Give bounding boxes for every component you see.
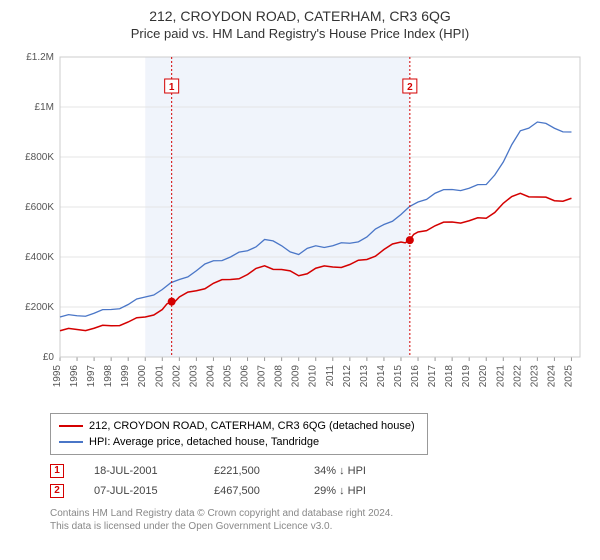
marker-price: £467,500 <box>214 481 284 501</box>
marker-price: £221,500 <box>214 461 284 481</box>
x-tick-label: 2003 <box>188 365 199 388</box>
marker-date: 07-JUL-2015 <box>94 481 184 501</box>
chart-title: 212, CROYDON ROAD, CATERHAM, CR3 6QG <box>12 8 588 24</box>
y-tick-label: £800K <box>25 152 54 163</box>
x-tick-label: 2012 <box>342 365 353 388</box>
marker-dot-2 <box>406 236 414 244</box>
marker-dot-1 <box>168 298 176 306</box>
marker-date: 18-JUL-2001 <box>94 461 184 481</box>
x-tick-label: 2021 <box>495 365 506 388</box>
line-chart-svg: £0 £200K £400K £600K £800K £1M £1.2M 1995 1996 19… <box>12 47 588 407</box>
x-tick-label: 2018 <box>444 365 455 388</box>
x-tick-label: 2002 <box>171 365 182 388</box>
chart-subtitle: Price paid vs. HM Land Registry's House … <box>12 26 588 41</box>
x-tick-label: 1999 <box>120 365 131 388</box>
legend-row: HPI: Average price, detached house, Tand… <box>59 434 419 450</box>
x-tick-label: 2014 <box>376 365 387 388</box>
y-tick-label: £200K <box>25 302 54 313</box>
footer-line-2: This data is licensed under the Open Gov… <box>50 520 588 533</box>
x-tick-label: 2013 <box>359 365 370 388</box>
legend-label: HPI: Average price, detached house, Tand… <box>89 434 319 450</box>
marker-label-1: 1 <box>169 82 175 93</box>
x-tick-label: 1995 <box>52 365 63 388</box>
legend: 212, CROYDON ROAD, CATERHAM, CR3 6QG (de… <box>50 413 428 455</box>
x-tick-label: 2015 <box>393 365 404 388</box>
footer-line-1: Contains HM Land Registry data © Crown c… <box>50 507 588 520</box>
x-tick-label: 2022 <box>512 365 523 388</box>
chart-container: 212, CROYDON ROAD, CATERHAM, CR3 6QG Pri… <box>0 0 600 560</box>
legend-swatch <box>59 425 83 427</box>
y-tick-label: £400K <box>25 252 54 263</box>
legend-swatch <box>59 441 83 443</box>
x-tick-label: 2010 <box>308 365 319 388</box>
x-tick-label: 2011 <box>325 365 336 387</box>
marker-table-num: 1 <box>50 464 64 478</box>
marker-table: 1 18-JUL-2001 £221,500 34% ↓ HPI 2 07-JUL-201… <box>50 461 588 501</box>
x-tick-label: 2009 <box>291 365 302 388</box>
marker-label-2: 2 <box>407 82 413 93</box>
x-tick-label: 2016 <box>410 365 421 388</box>
x-tick-label: 2008 <box>274 365 285 388</box>
footer-note: Contains HM Land Registry data © Crown c… <box>50 507 588 533</box>
x-tick-label: 2005 <box>222 365 233 388</box>
x-tick-label: 2006 <box>240 365 251 388</box>
marker-table-row: 1 18-JUL-2001 £221,500 34% ↓ HPI <box>50 461 588 481</box>
y-tick-label: £0 <box>43 352 55 363</box>
x-tick-label: 1997 <box>86 365 97 388</box>
x-tick-label: 2020 <box>478 365 489 388</box>
x-tick-label: 2007 <box>257 365 268 388</box>
x-tick-label: 2004 <box>205 365 216 388</box>
marker-table-num: 2 <box>50 484 64 498</box>
legend-row: 212, CROYDON ROAD, CATERHAM, CR3 6QG (de… <box>59 418 419 434</box>
marker-pct: 34% ↓ HPI <box>314 461 404 481</box>
x-tick-label: 2001 <box>154 365 165 388</box>
y-tick-label: £1.2M <box>26 52 54 63</box>
x-tick-label: 1996 <box>69 365 80 388</box>
x-tick-label: 2025 <box>563 365 574 388</box>
marker-table-row: 2 07-JUL-2015 £467,500 29% ↓ HPI <box>50 481 588 501</box>
marker-pct: 29% ↓ HPI <box>314 481 404 501</box>
x-tick-label: 2024 <box>546 365 557 388</box>
legend-label: 212, CROYDON ROAD, CATERHAM, CR3 6QG (de… <box>89 418 415 434</box>
x-tick-label: 1998 <box>103 365 114 388</box>
chart-area: £0 £200K £400K £600K £800K £1M £1.2M 1995 1996 19… <box>12 47 588 407</box>
y-tick-label: £600K <box>25 202 54 213</box>
x-tick-label: 2023 <box>529 365 540 388</box>
x-tick-label: 2000 <box>137 365 148 388</box>
x-tick-label: 2019 <box>461 365 472 388</box>
y-tick-label: £1M <box>35 102 54 113</box>
x-tick-label: 2017 <box>427 365 438 388</box>
